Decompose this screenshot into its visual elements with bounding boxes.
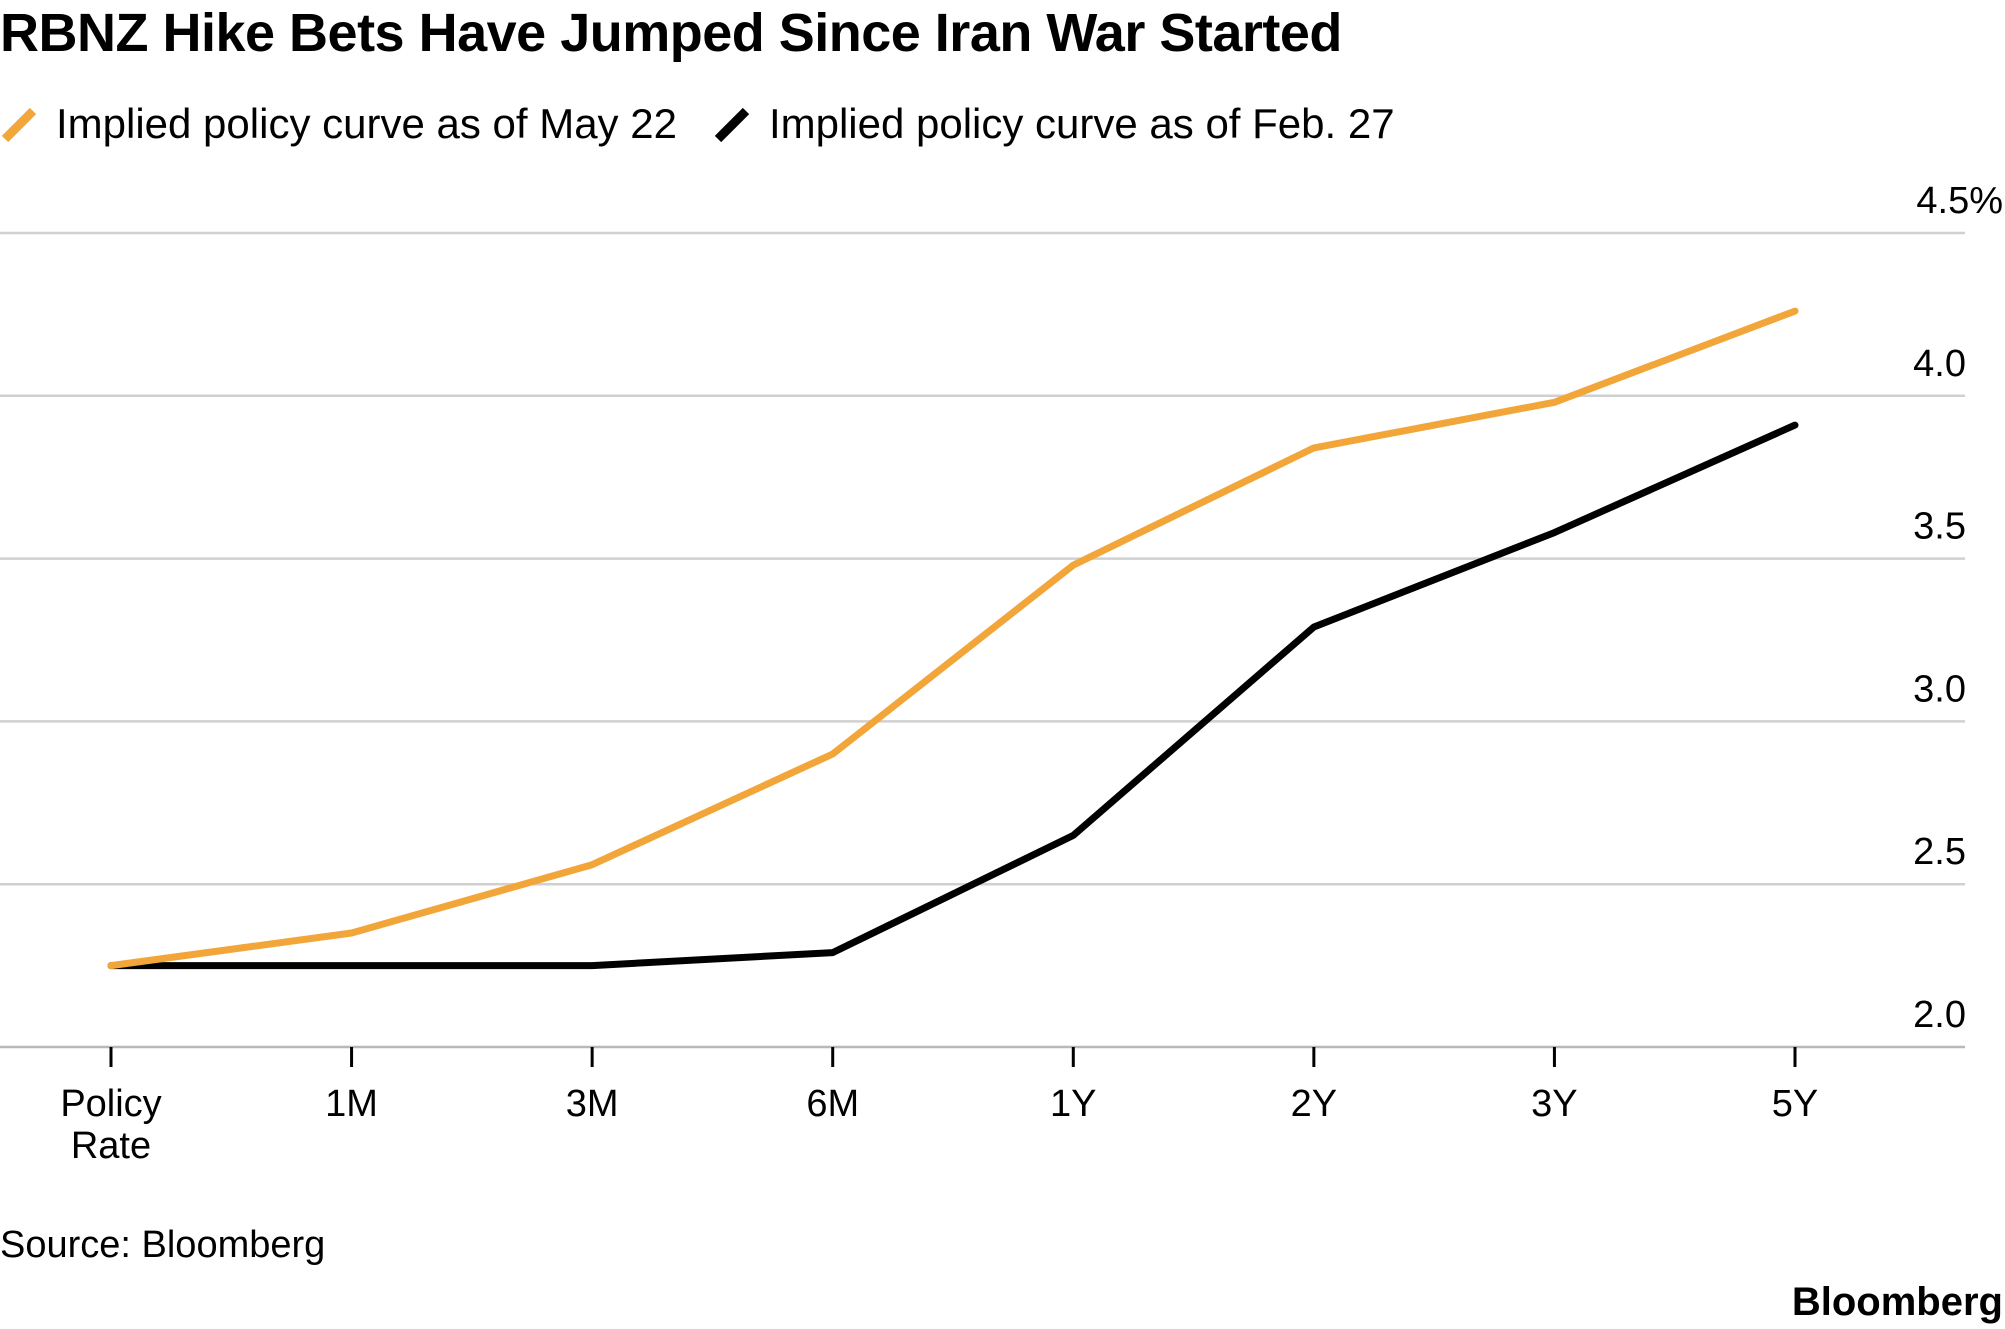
y-tick-label: 4.0 bbox=[1913, 343, 1966, 385]
chart-title: RBNZ Hike Bets Have Jumped Since Iran Wa… bbox=[0, 3, 1342, 63]
y-tick-label: 2.5 bbox=[1913, 831, 1966, 873]
legend-item-feb27: Implied policy curve as of Feb. 27 bbox=[713, 98, 1395, 150]
x-tick-label: 3M bbox=[566, 1083, 619, 1125]
legend-label-feb27: Implied policy curve as of Feb. 27 bbox=[768, 100, 1395, 147]
x-tick-label: 1Y bbox=[1050, 1083, 1096, 1125]
x-tick-label: 5Y bbox=[1772, 1083, 1818, 1125]
y-tick-label: 3.0 bbox=[1913, 668, 1966, 710]
legend-swatch-may22 bbox=[1, 107, 37, 143]
x-tick-label: Rate bbox=[71, 1125, 151, 1167]
legend-label-may22: Implied policy curve as of May 22 bbox=[56, 100, 677, 147]
legend-swatch-feb27 bbox=[714, 107, 750, 143]
x-tick-label: 3Y bbox=[1531, 1083, 1577, 1125]
y-tick-label: 2.0 bbox=[1913, 994, 1966, 1036]
legend: Implied policy curve as of May 22 Implie… bbox=[0, 96, 1431, 152]
y-tick-label: 4.5% bbox=[1916, 180, 2003, 222]
x-tick-label: 1M bbox=[325, 1083, 378, 1125]
x-tick-label: Policy bbox=[60, 1083, 161, 1125]
series-line-feb27 bbox=[107, 421, 1799, 970]
legend-item-may22: Implied policy curve as of May 22 bbox=[0, 98, 677, 150]
x-tick-label: 2Y bbox=[1291, 1083, 1337, 1125]
series-line-may22 bbox=[107, 307, 1799, 970]
x-tick-label: 6M bbox=[806, 1083, 859, 1125]
source-note: Source: Bloomberg bbox=[0, 1224, 326, 1266]
y-tick-label: 3.5 bbox=[1913, 506, 1966, 548]
bloomberg-logo: Bloomberg bbox=[1791, 1280, 2003, 1324]
